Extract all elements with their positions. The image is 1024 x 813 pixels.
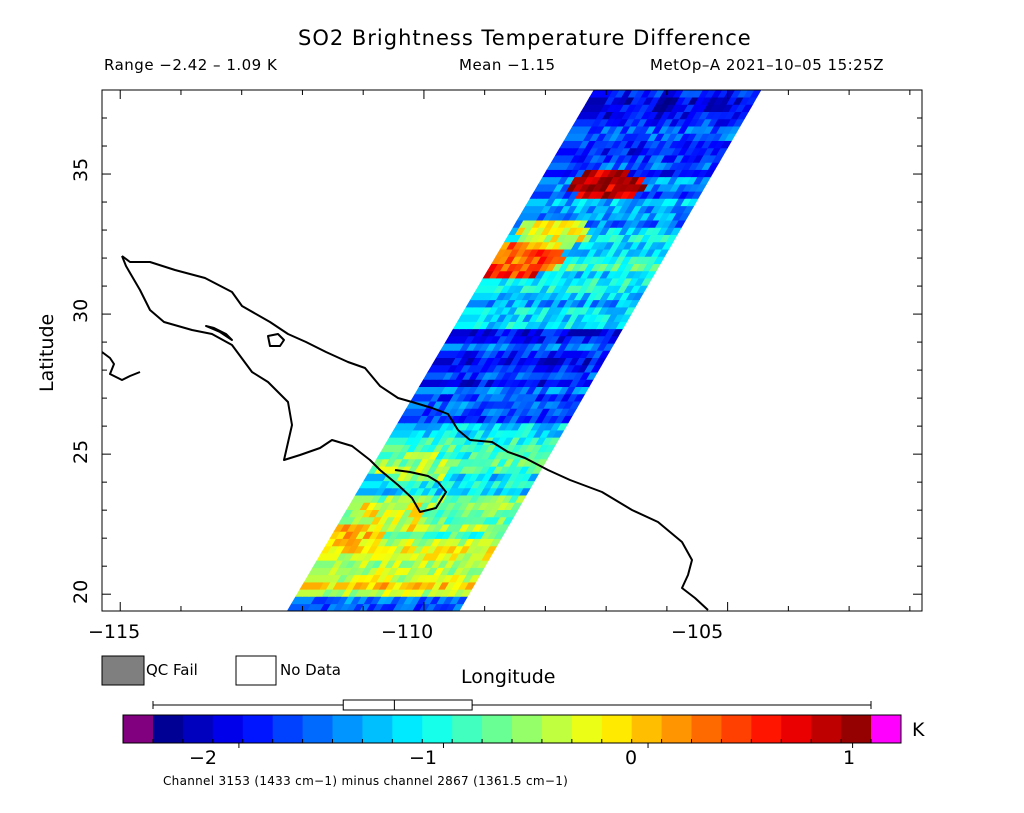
boxplot-box xyxy=(342,699,473,711)
coastline-baja-west xyxy=(121,255,447,513)
swath-pixel xyxy=(627,90,640,98)
x-tick-label-115: −115 xyxy=(88,621,141,643)
island-tiburon xyxy=(205,325,233,341)
swath-pixel xyxy=(634,90,646,98)
colorbar-step xyxy=(841,715,872,743)
colorbar-step xyxy=(631,715,663,743)
colorbar-step xyxy=(452,715,483,743)
colorbar-ticks xyxy=(152,739,872,748)
colorbar-step xyxy=(661,715,692,743)
swath-pixel xyxy=(595,90,608,98)
coastline-sonora-lagoon xyxy=(394,469,439,483)
colorbar-step xyxy=(422,715,453,743)
y-tick-label-35: 35 xyxy=(70,157,92,182)
y-tick-label-25: 25 xyxy=(70,439,92,464)
colorbar-under xyxy=(123,715,153,743)
no-data-label: No Data xyxy=(280,661,341,679)
colorbar-step xyxy=(571,715,603,743)
colorbar-step xyxy=(153,715,184,743)
channel-footnote: Channel 3153 (1433 cm−1) minus channel 2… xyxy=(163,774,569,788)
swath-pixel xyxy=(589,90,601,98)
qc-fail-label: QC Fail xyxy=(146,661,198,679)
colorbar-step xyxy=(691,715,722,743)
swath-pixel xyxy=(692,90,704,98)
swath-pixel xyxy=(653,90,666,98)
so2-swath xyxy=(286,90,762,611)
colorbar-step xyxy=(541,715,573,743)
colorbar-unit: K xyxy=(912,719,925,741)
swath-pixel xyxy=(698,90,710,98)
colorbar-step xyxy=(362,715,393,743)
colorbar-step xyxy=(212,715,244,743)
colorbar-step xyxy=(182,715,214,743)
colorbar-step xyxy=(272,715,304,743)
swath-pixel xyxy=(737,90,749,98)
coastline-baja-east xyxy=(121,255,709,611)
colorbar-step xyxy=(601,715,633,743)
colorbar-step xyxy=(302,715,333,743)
x-tick-label-110: −110 xyxy=(381,621,434,643)
swath-pixel xyxy=(602,90,614,98)
swath-pixel xyxy=(711,90,723,98)
swath-pixel xyxy=(749,90,762,98)
axis-ticks xyxy=(102,90,922,611)
plot-frame xyxy=(101,89,923,612)
swath-pixel xyxy=(730,90,743,98)
swath-pixel xyxy=(614,90,627,98)
coastline-pacific-stub xyxy=(102,351,141,381)
swath-pixel xyxy=(621,90,633,98)
colorbar-step xyxy=(811,715,842,743)
colorbar-step xyxy=(332,715,363,743)
swath-pixel xyxy=(659,90,672,98)
x-tick-label-105: −105 xyxy=(671,621,724,643)
colorbar xyxy=(122,714,902,744)
swath-pixel xyxy=(717,90,730,98)
qc-fail-swatch xyxy=(101,655,145,686)
colorbar-step xyxy=(512,715,543,743)
no-data-swatch xyxy=(235,655,277,686)
satellite-time: MetOp–A 2021–10–05 15:25Z xyxy=(650,56,885,74)
colorbar-step xyxy=(242,715,274,743)
colorbar-tick-label-m2: −2 xyxy=(189,747,218,769)
range-text: Range −2.42 – 1.09 K xyxy=(104,56,278,74)
colorbar-step xyxy=(482,715,513,743)
island-angel xyxy=(267,333,285,347)
swath-pixel xyxy=(640,90,653,98)
swath-pixel xyxy=(704,90,717,98)
colorbar-tick-label-0: 0 xyxy=(625,747,638,769)
mean-text: Mean −1.15 xyxy=(459,56,556,74)
colorbar-boxplot xyxy=(152,699,872,711)
y-tick-label-20: 20 xyxy=(70,579,92,604)
swath-pixel xyxy=(608,90,621,98)
swath-pixel xyxy=(647,90,659,98)
colorbar-step xyxy=(751,715,782,743)
swath-pixel xyxy=(666,90,678,98)
colorbar-tick-label-1: 1 xyxy=(843,747,856,769)
swath-pixel xyxy=(672,90,685,98)
y-tick-label-30: 30 xyxy=(70,298,92,323)
colorbar-step xyxy=(392,715,423,743)
swath-pixel xyxy=(679,90,691,98)
map-title: SO2 Brightness Temperature Difference xyxy=(298,26,752,50)
colorbar-tick-label-m1: −1 xyxy=(409,747,438,769)
colorbar-step xyxy=(721,715,752,743)
colorbar-over xyxy=(871,715,901,743)
x-axis-label: Longitude xyxy=(461,666,556,688)
coastline xyxy=(102,255,709,611)
swath-pixel xyxy=(685,90,698,98)
y-axis-label: Latitude xyxy=(36,313,58,392)
swath-pixel xyxy=(743,90,755,98)
colorbar-step xyxy=(781,715,812,743)
